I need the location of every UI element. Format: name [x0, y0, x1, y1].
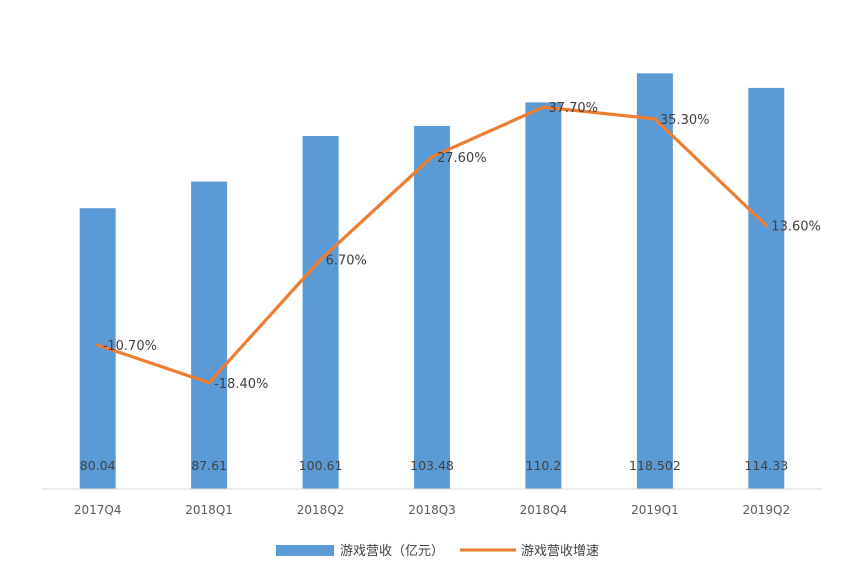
line-value-label: 27.60%: [437, 151, 487, 166]
x-axis-ticks: 2017Q4 2018Q1 2018Q2 2018Q3 2018Q4 2019Q1 2019…: [74, 503, 790, 517]
legend-swatch-bar: [276, 545, 334, 556]
line-value-label: 37.70%: [548, 101, 598, 116]
bar-value-label: 80.04: [80, 458, 116, 473]
line-point-2018Q3: [431, 156, 433, 158]
x-tick-label: 2019Q2: [742, 503, 790, 517]
line-point-2019Q2: [765, 225, 767, 227]
line-point-2018Q1: [208, 382, 210, 384]
bar-2018Q4: [525, 102, 562, 490]
x-tick-label: 2019Q1: [631, 503, 679, 517]
bar-2019Q2: [748, 87, 785, 490]
line-value-label: -18.40%: [214, 377, 268, 392]
line-value-label: 35.30%: [660, 113, 710, 128]
bar-2018Q1: [191, 181, 228, 489]
line-point-2018Q4: [542, 106, 544, 108]
legend: 游戏营收（亿元） 游戏营收增速: [276, 544, 599, 559]
line-point-2017Q4: [97, 344, 99, 346]
line-data-labels: -10.70% -18.40% 6.70% 27.60% 37.70% 35.30% 13.…: [103, 101, 821, 392]
line-series: [96, 105, 768, 385]
bar-series: [79, 73, 785, 490]
line-point-2019Q1: [654, 118, 656, 120]
bar-value-label: 87.61: [191, 458, 227, 473]
x-tick-label: 2018Q1: [185, 503, 233, 517]
bar-2018Q2: [302, 136, 339, 489]
x-tick-label: 2018Q3: [408, 503, 456, 517]
x-tick-label: 2018Q4: [520, 503, 568, 517]
legend-label-bar: 游戏营收（亿元）: [340, 544, 444, 559]
legend-label-line: 游戏营收增速: [521, 544, 599, 559]
bar-value-label: 114.33: [744, 458, 788, 473]
line-value-label: 13.60%: [771, 220, 821, 235]
bar-value-label: 103.48: [410, 458, 454, 473]
bar-value-label: 118.502: [629, 458, 681, 473]
bar-2018Q3: [414, 126, 450, 489]
line-value-label: -10.70%: [103, 339, 157, 354]
bar-value-label: 110.2: [526, 458, 562, 473]
bar-value-label: 100.61: [299, 458, 343, 473]
line-point-2018Q2: [320, 259, 322, 260]
x-tick-label: 2018Q2: [297, 503, 345, 517]
line-value-label: 6.70%: [326, 254, 367, 269]
bar-data-labels: 80.04 87.61 100.61 103.48 110.2 118.502 114.33: [80, 458, 788, 473]
bar-2019Q1: [636, 73, 673, 490]
x-tick-label: 2017Q4: [74, 503, 122, 517]
